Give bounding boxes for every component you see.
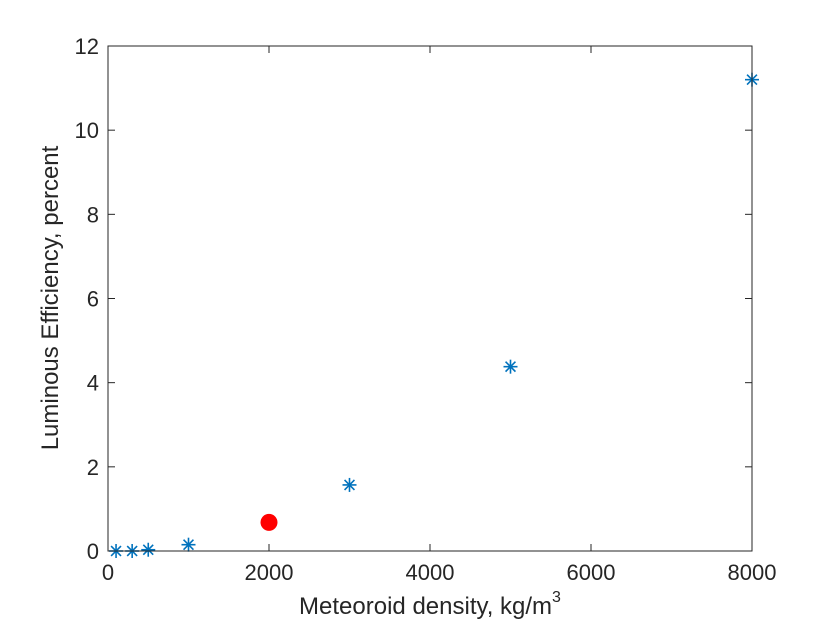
- x-tick-label: 4000: [406, 560, 455, 585]
- y-tick-label: 2: [87, 455, 99, 480]
- data-point-asterisk: [503, 359, 518, 374]
- data-point-asterisk: [181, 537, 196, 552]
- data-point-asterisk: [141, 542, 156, 557]
- plot-frame: [107, 45, 753, 552]
- y-tick-label: 4: [87, 371, 99, 396]
- y-tick-label: 12: [75, 34, 99, 59]
- axis-ticks: 0 2000 4000 6000 8000 0 2 4 6 8 10 12: [75, 34, 777, 585]
- plot-area: [108, 46, 752, 551]
- data-marks: [109, 72, 759, 558]
- y-axis-title: Luminous Efficiency, percent: [37, 145, 64, 450]
- y-tick-label: 10: [75, 118, 99, 143]
- x-axis-title: Meteoroid density, kg/m3: [299, 589, 561, 620]
- data-point-circle: [260, 513, 278, 531]
- x-tick-label: 0: [102, 560, 114, 585]
- data-point-asterisk: [342, 477, 357, 492]
- y-tick-label: 8: [87, 202, 99, 227]
- x-tick-label: 8000: [728, 560, 777, 585]
- y-tick-label: 0: [87, 539, 99, 564]
- y-tick-label: 6: [87, 287, 99, 312]
- x-tick-label: 6000: [567, 560, 616, 585]
- x-tick-label: 2000: [245, 560, 294, 585]
